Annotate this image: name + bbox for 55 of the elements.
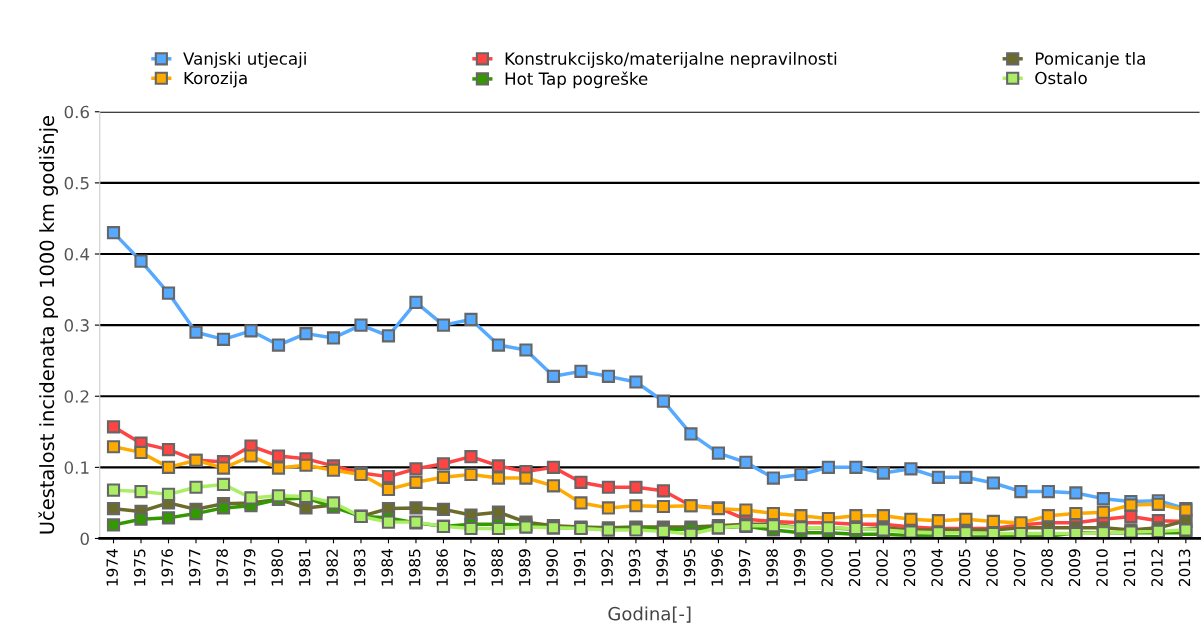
x-tick-label: 1994 <box>656 549 668 586</box>
x-tick-label: 2006 <box>986 549 998 586</box>
x-tick-label: 2002 <box>876 549 888 586</box>
x-tick-label: 1993 <box>628 549 641 586</box>
x-tick-label: 1983 <box>353 549 366 586</box>
x-tick-label: 2001 <box>848 549 861 586</box>
x-tick-label: 1986 <box>436 549 448 586</box>
x-tick-label: 1989 <box>518 549 531 586</box>
x-tick-label: 1988 <box>491 549 503 586</box>
y-tick-label: 0.2 <box>64 390 89 403</box>
x-tick-label: 2009 <box>1068 549 1081 586</box>
x-tick-label: 2000 <box>821 549 833 586</box>
x-tick-label: 1974 <box>106 549 118 586</box>
x-tick-label: 2013 <box>1178 549 1191 586</box>
x-tick-label: 1991 <box>573 549 586 586</box>
legend-label: Vanjski utjecaji <box>183 51 306 69</box>
x-tick-label: 1980 <box>271 549 283 586</box>
x-tick-label: 1979 <box>243 549 256 586</box>
y-tick-label: 0.1 <box>64 461 89 474</box>
legend-label: Hot Tap pogreške <box>505 71 648 89</box>
x-tick-label: 1999 <box>793 549 806 586</box>
x-axis-title: Godina[-] <box>608 606 691 623</box>
x-tick-label: 1978 <box>216 549 228 586</box>
x-tick-label: 2011 <box>1123 549 1136 586</box>
x-tick-label: 1977 <box>188 549 201 586</box>
x-tick-label: 2008 <box>1041 549 1053 586</box>
y-tick-label: 0 <box>80 532 89 546</box>
x-tick-label: 2004 <box>931 549 943 586</box>
x-tick-label: 1987 <box>463 549 476 586</box>
x-tick-label: 1981 <box>298 549 311 586</box>
legend-label: Korozija <box>184 71 247 88</box>
x-tick-label: 1997 <box>738 549 751 586</box>
legend-label: Konstrukcijsko/materijalne nepravilnosti <box>505 51 837 69</box>
x-tick-label: 2007 <box>1013 549 1026 586</box>
x-tick-label: 1992 <box>601 549 613 586</box>
x-tick-label: 1984 <box>381 549 393 586</box>
x-tick-label: 2012 <box>1151 549 1163 586</box>
y-axis-title: Učestalost incidenata po 1000 km godišnje <box>38 116 58 534</box>
x-tick-label: 1975 <box>133 549 146 586</box>
x-tick-label: 1995 <box>683 549 696 586</box>
x-tick-label: 1998 <box>766 549 778 586</box>
x-tick-label: 1985 <box>408 549 421 586</box>
x-tick-label: 2003 <box>903 549 916 586</box>
y-tick-label: 0.5 <box>64 176 89 190</box>
legend-label: Pomicanje tla <box>1035 51 1145 69</box>
y-tick-label: 0.6 <box>64 105 89 119</box>
x-tick-label: 1976 <box>161 549 173 586</box>
y-tick-label: 0.4 <box>64 247 90 261</box>
y-tick-label: 0.3 <box>64 319 89 332</box>
x-tick-label: 1990 <box>546 549 558 586</box>
legend-label: Ostalo <box>1035 71 1087 85</box>
x-tick-label: 1982 <box>326 549 338 586</box>
x-tick-label: 2005 <box>958 549 971 586</box>
x-tick-label: 2010 <box>1096 549 1108 586</box>
x-tick-label: 1996 <box>711 549 723 586</box>
